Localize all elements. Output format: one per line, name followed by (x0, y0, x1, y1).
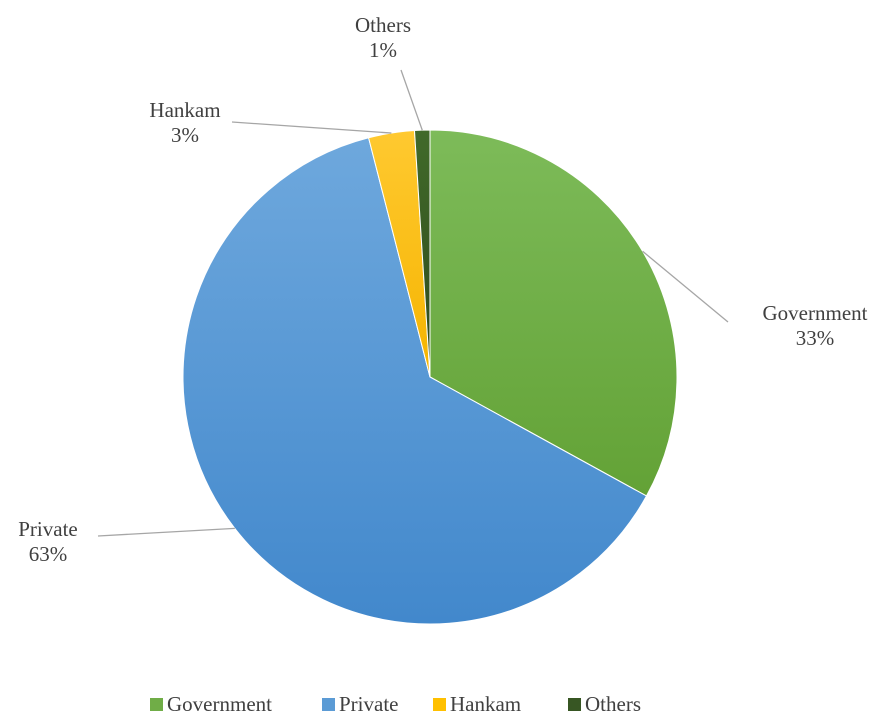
legend: Government Private Hankam Others (150, 692, 641, 716)
leader-line-hankam (231, 121, 392, 134)
legend-swatch-government (150, 698, 163, 711)
data-label-percent-others: 1% (369, 38, 397, 62)
data-label-name-others: Others (355, 13, 411, 37)
data-label-name-private: Private (18, 517, 77, 541)
legend-swatch-others (568, 698, 581, 711)
leader-lines (97, 69, 729, 537)
pie-slice-private (182, 137, 648, 625)
legend-swatch-hankam (433, 698, 446, 711)
data-label-name-hankam: Hankam (149, 98, 220, 122)
legend-label-hankam: Hankam (450, 692, 521, 716)
data-label-percent-hankam: 3% (171, 123, 199, 147)
pie-slice-government (429, 129, 678, 497)
data-label-percent-government: 33% (796, 326, 835, 350)
legend-swatch-private (322, 698, 335, 711)
leader-line-others (400, 69, 423, 131)
pie-slices (182, 129, 678, 625)
data-label-name-government: Government (763, 301, 868, 325)
legend-label-private: Private (339, 692, 398, 716)
data-label-percent-private: 63% (29, 542, 68, 566)
leader-line-private (97, 527, 235, 537)
leader-line-government (642, 250, 729, 323)
legend-label-others: Others (585, 692, 641, 716)
legend-label-government: Government (167, 692, 272, 716)
